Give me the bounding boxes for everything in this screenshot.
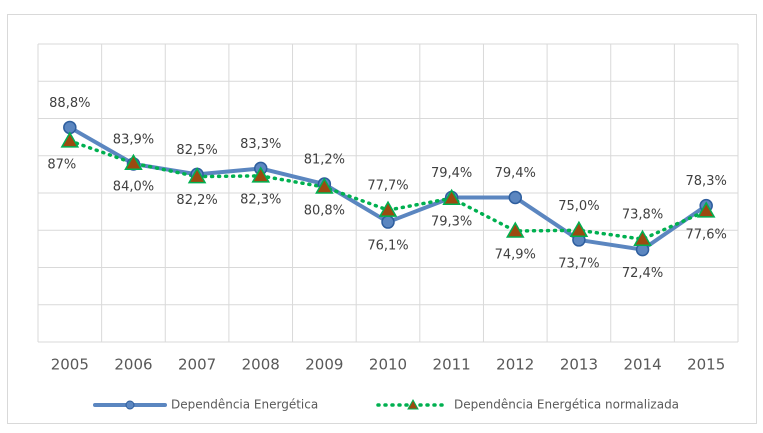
data-label: 83,9% xyxy=(113,132,154,147)
legend-marker xyxy=(407,398,419,410)
data-label: 87% xyxy=(47,157,76,172)
data-label: 73,7% xyxy=(558,256,599,271)
data-label: 75,0% xyxy=(558,199,599,214)
point-marker xyxy=(381,215,395,229)
x-tick-label: 2013 xyxy=(560,356,598,374)
triangle-marker xyxy=(378,200,398,217)
data-label: 77,7% xyxy=(367,179,408,194)
x-tick-label: 2007 xyxy=(178,356,216,374)
triangle-marker xyxy=(251,166,271,183)
triangle-marker xyxy=(315,177,334,194)
legend-marker xyxy=(125,400,135,410)
point-marker xyxy=(508,190,523,205)
triangle-marker xyxy=(505,221,525,238)
x-tick-label: 2015 xyxy=(687,356,725,374)
x-tick-label: 2005 xyxy=(51,356,89,374)
data-label: 74,9% xyxy=(495,247,536,262)
data-label: 77,6% xyxy=(686,227,727,242)
data-label: 73,8% xyxy=(622,208,663,223)
triangle-marker xyxy=(633,229,652,246)
data-label: 83,3% xyxy=(240,137,281,152)
data-label: 79,3% xyxy=(431,215,472,230)
legend-label: Dependência Energética normalizada xyxy=(454,398,679,412)
data-label: 80,8% xyxy=(304,204,345,219)
data-label: 88,8% xyxy=(49,96,90,111)
data-label: 84,0% xyxy=(113,180,154,195)
triangle-marker xyxy=(124,153,143,170)
x-tick-label: 2009 xyxy=(305,356,343,374)
x-tick-label: 2006 xyxy=(114,356,152,374)
x-tick-label: 2014 xyxy=(623,356,661,374)
data-label: 79,4% xyxy=(431,166,472,181)
triangle-marker xyxy=(569,220,589,237)
data-label: 82,5% xyxy=(176,143,217,158)
data-label: 78,3% xyxy=(686,174,727,189)
legend-label: Dependência Energética xyxy=(171,398,318,412)
data-label: 82,3% xyxy=(240,192,281,207)
data-label: 81,2% xyxy=(304,153,345,168)
data-label: 79,4% xyxy=(495,166,536,181)
triangle-marker xyxy=(696,201,716,218)
x-tick-label: 2008 xyxy=(242,356,280,374)
triangle-marker xyxy=(60,131,80,148)
x-tick-label: 2011 xyxy=(433,356,471,374)
data-label: 72,4% xyxy=(622,266,663,281)
triangle-marker xyxy=(442,188,461,205)
data-label: 82,2% xyxy=(176,193,217,208)
x-tick-label: 2012 xyxy=(496,356,534,374)
triangle-marker xyxy=(187,167,207,184)
data-label: 76,1% xyxy=(367,239,408,254)
x-tick-label: 2010 xyxy=(369,356,407,374)
